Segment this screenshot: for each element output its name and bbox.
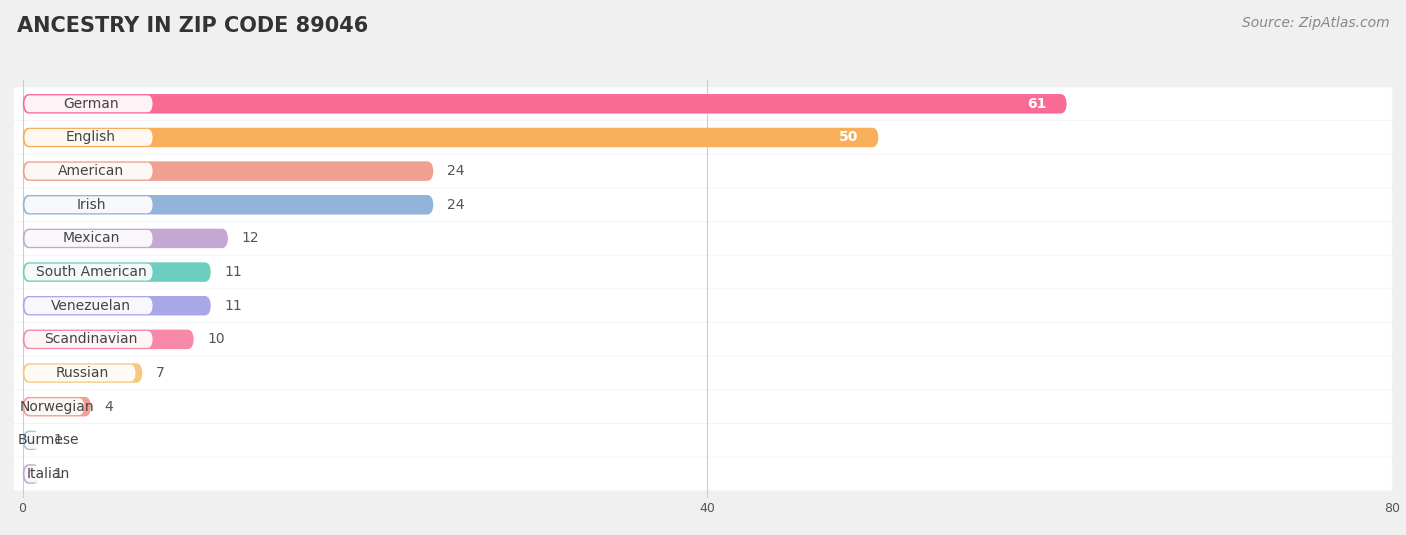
- Text: Norwegian: Norwegian: [20, 400, 94, 414]
- FancyBboxPatch shape: [24, 196, 153, 213]
- FancyBboxPatch shape: [22, 228, 228, 248]
- FancyBboxPatch shape: [14, 222, 1392, 255]
- Text: Scandinavian: Scandinavian: [45, 332, 138, 346]
- FancyBboxPatch shape: [22, 296, 211, 316]
- Text: 50: 50: [838, 131, 858, 144]
- Text: 24: 24: [447, 164, 464, 178]
- Text: German: German: [63, 97, 120, 111]
- Text: 11: 11: [225, 299, 242, 313]
- FancyBboxPatch shape: [24, 129, 153, 146]
- Text: Russian: Russian: [56, 366, 110, 380]
- Text: 11: 11: [225, 265, 242, 279]
- FancyBboxPatch shape: [14, 155, 1392, 188]
- Text: 1: 1: [53, 433, 62, 447]
- FancyBboxPatch shape: [14, 289, 1392, 322]
- FancyBboxPatch shape: [24, 432, 67, 449]
- Text: 12: 12: [242, 232, 259, 246]
- Text: ANCESTRY IN ZIP CODE 89046: ANCESTRY IN ZIP CODE 89046: [17, 16, 368, 36]
- FancyBboxPatch shape: [14, 457, 1392, 491]
- FancyBboxPatch shape: [14, 390, 1392, 423]
- FancyBboxPatch shape: [22, 431, 39, 450]
- Text: English: English: [66, 131, 117, 144]
- Text: 24: 24: [447, 198, 464, 212]
- FancyBboxPatch shape: [22, 262, 211, 282]
- FancyBboxPatch shape: [14, 356, 1392, 389]
- FancyBboxPatch shape: [24, 264, 153, 280]
- FancyBboxPatch shape: [24, 95, 153, 112]
- Text: 7: 7: [156, 366, 165, 380]
- Text: Mexican: Mexican: [62, 232, 120, 246]
- Text: Italian: Italian: [27, 467, 70, 481]
- Text: 4: 4: [105, 400, 114, 414]
- Text: Venezuelan: Venezuelan: [51, 299, 131, 313]
- FancyBboxPatch shape: [22, 195, 433, 215]
- FancyBboxPatch shape: [24, 331, 153, 348]
- FancyBboxPatch shape: [24, 297, 153, 314]
- FancyBboxPatch shape: [24, 230, 153, 247]
- FancyBboxPatch shape: [14, 87, 1392, 120]
- Text: Irish: Irish: [76, 198, 105, 212]
- FancyBboxPatch shape: [22, 464, 39, 484]
- FancyBboxPatch shape: [24, 398, 84, 415]
- FancyBboxPatch shape: [14, 188, 1392, 221]
- FancyBboxPatch shape: [22, 162, 433, 181]
- Text: South American: South American: [35, 265, 146, 279]
- FancyBboxPatch shape: [24, 465, 67, 483]
- Text: 1: 1: [53, 467, 62, 481]
- FancyBboxPatch shape: [22, 330, 194, 349]
- FancyBboxPatch shape: [22, 128, 879, 147]
- Text: Source: ZipAtlas.com: Source: ZipAtlas.com: [1241, 16, 1389, 30]
- FancyBboxPatch shape: [22, 94, 1067, 113]
- Text: American: American: [58, 164, 124, 178]
- FancyBboxPatch shape: [24, 365, 135, 381]
- Text: Burmese: Burmese: [17, 433, 79, 447]
- FancyBboxPatch shape: [14, 424, 1392, 457]
- FancyBboxPatch shape: [14, 323, 1392, 356]
- Text: 10: 10: [208, 332, 225, 346]
- Text: 61: 61: [1026, 97, 1046, 111]
- FancyBboxPatch shape: [24, 163, 153, 180]
- FancyBboxPatch shape: [14, 121, 1392, 154]
- FancyBboxPatch shape: [22, 397, 91, 416]
- FancyBboxPatch shape: [14, 256, 1392, 288]
- FancyBboxPatch shape: [22, 363, 142, 383]
